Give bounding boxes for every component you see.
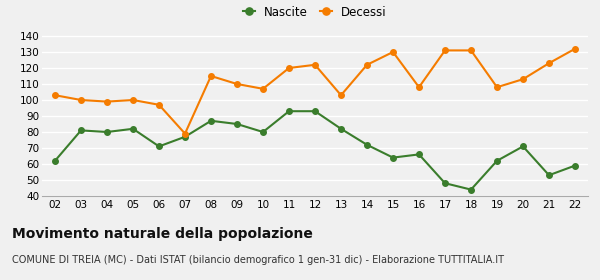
Nascite: [130, 127, 137, 130]
Nascite: [571, 164, 578, 167]
Decessi: [286, 66, 293, 70]
Text: Movimento naturale della popolazione: Movimento naturale della popolazione: [12, 227, 313, 241]
Nascite: [77, 129, 85, 132]
Decessi: [155, 103, 163, 106]
Nascite: [52, 159, 59, 162]
Nascite: [520, 145, 527, 148]
Decessi: [181, 132, 188, 135]
Decessi: [337, 94, 344, 97]
Nascite: [337, 127, 344, 130]
Nascite: [467, 188, 475, 191]
Decessi: [364, 63, 371, 66]
Decessi: [545, 62, 553, 65]
Nascite: [181, 135, 188, 139]
Nascite: [233, 122, 241, 126]
Nascite: [259, 130, 266, 134]
Decessi: [259, 87, 266, 90]
Nascite: [311, 109, 319, 113]
Nascite: [545, 174, 553, 177]
Nascite: [286, 109, 293, 113]
Decessi: [208, 74, 215, 78]
Decessi: [311, 63, 319, 66]
Decessi: [233, 82, 241, 86]
Text: COMUNE DI TREIA (MC) - Dati ISTAT (bilancio demografico 1 gen-31 dic) - Elaboraz: COMUNE DI TREIA (MC) - Dati ISTAT (bilan…: [12, 255, 504, 265]
Decessi: [571, 47, 578, 50]
Decessi: [103, 100, 110, 103]
Line: Decessi: Decessi: [52, 46, 578, 136]
Line: Nascite: Nascite: [52, 108, 578, 192]
Nascite: [442, 181, 449, 185]
Legend: Nascite, Decessi: Nascite, Decessi: [243, 6, 387, 19]
Decessi: [467, 49, 475, 52]
Nascite: [415, 153, 422, 156]
Nascite: [364, 143, 371, 146]
Nascite: [155, 145, 163, 148]
Decessi: [52, 94, 59, 97]
Decessi: [493, 85, 500, 89]
Decessi: [130, 98, 137, 102]
Decessi: [77, 98, 85, 102]
Decessi: [389, 50, 397, 54]
Nascite: [103, 130, 110, 134]
Nascite: [208, 119, 215, 122]
Decessi: [415, 85, 422, 89]
Nascite: [389, 156, 397, 159]
Decessi: [442, 49, 449, 52]
Decessi: [520, 78, 527, 81]
Nascite: [493, 159, 500, 162]
